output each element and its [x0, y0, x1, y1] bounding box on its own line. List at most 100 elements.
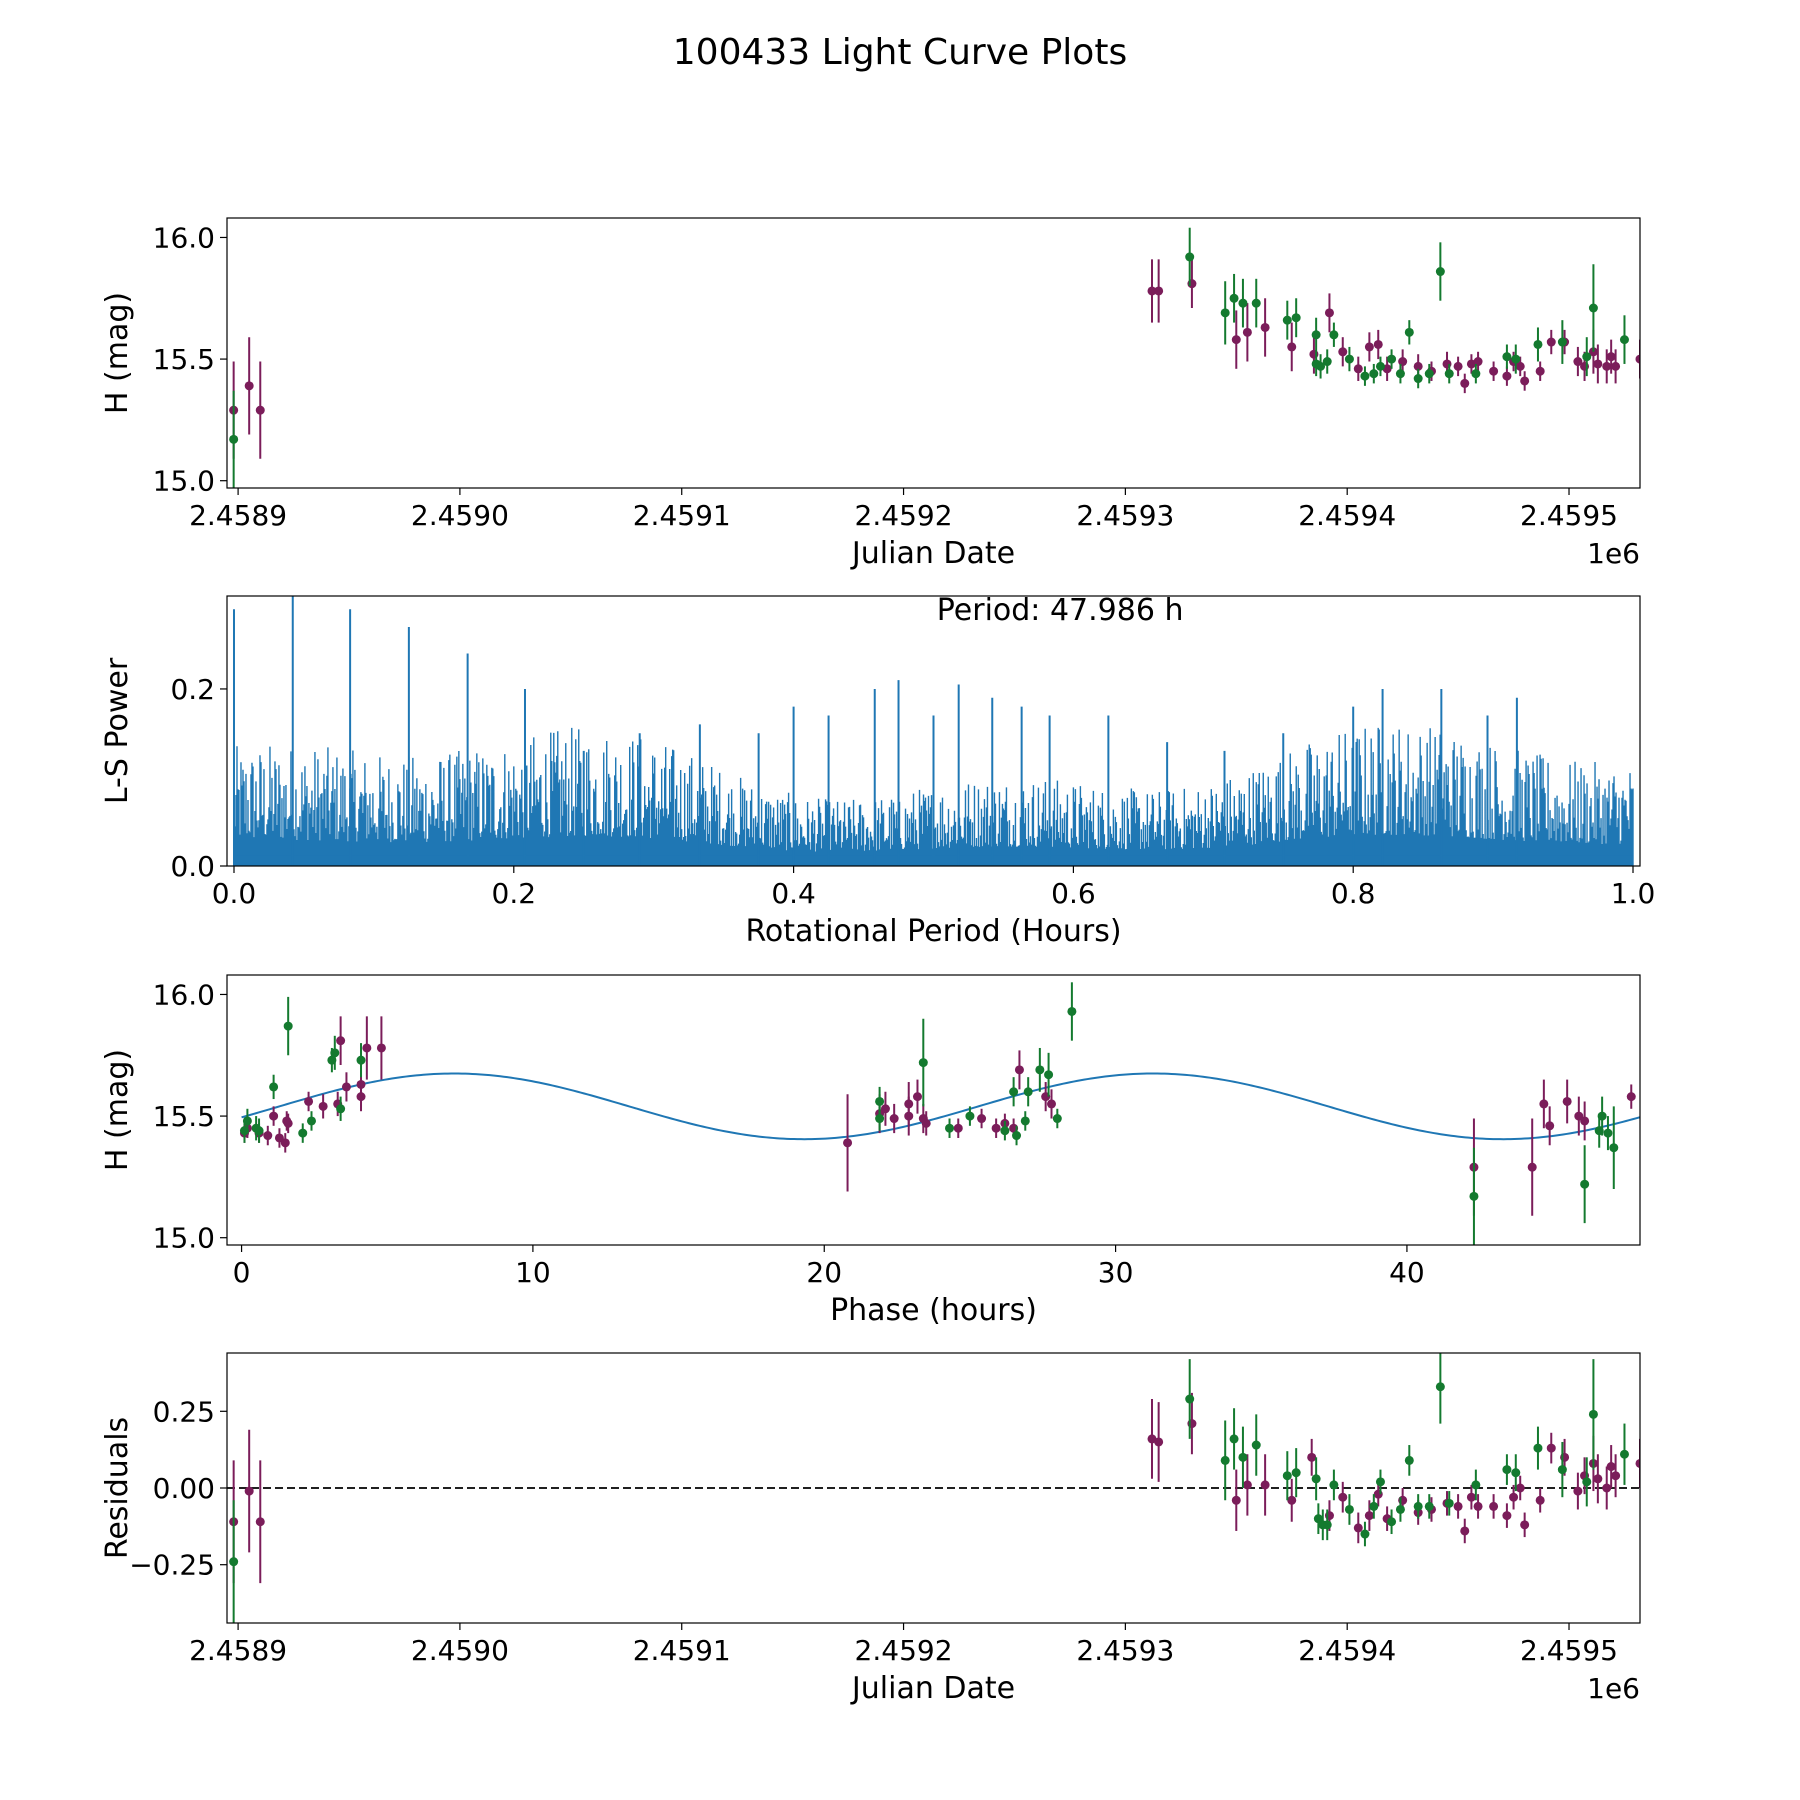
lightcurve-filter_a-point	[1364, 342, 1374, 352]
lightcurve-filter_b-point	[1387, 354, 1397, 364]
lightcurve-filter_b-point	[1471, 369, 1481, 379]
lightcurve-filter_b-point	[1185, 252, 1195, 262]
periodogram-xtick-label: 0.8	[1331, 877, 1376, 910]
periodogram-xlabel: Rotational Period (Hours)	[745, 914, 1121, 949]
residuals-xtick-label: 2.4590	[411, 1634, 509, 1667]
phased-filter_a-point	[1626, 1092, 1636, 1102]
lightcurve-filter_b-point	[1619, 335, 1629, 345]
phased-filter_a-point	[269, 1111, 279, 1121]
phased-filter_b-point	[1023, 1087, 1033, 1097]
lightcurve-filter_a-point	[1573, 357, 1583, 367]
phased-filter_a-point	[376, 1043, 386, 1053]
phased-filter_b-point	[269, 1082, 279, 1092]
residuals-filter_b-point	[1471, 1480, 1481, 1490]
phased-filter_b-point	[1012, 1131, 1022, 1141]
residuals-filter_b-point	[1322, 1520, 1332, 1530]
lightcurve-filter_b-point	[1413, 374, 1423, 384]
phased-frame	[226, 974, 1641, 1246]
phased-filter_a-point	[921, 1118, 931, 1128]
lightcurve-filter_b-point	[1282, 315, 1292, 325]
residuals-xlabel: Julian Date	[850, 1671, 1015, 1706]
period-annotation: Period: 47.986 h	[937, 593, 1184, 628]
residuals-filter_a-point	[244, 1486, 254, 1496]
residuals-filter_b-point	[1444, 1498, 1454, 1508]
phased-filter_b-point	[965, 1111, 975, 1121]
phased-filter_b-point	[1000, 1126, 1010, 1136]
residuals-filter_a-point	[1466, 1492, 1476, 1502]
phased-filter_a-point	[889, 1114, 899, 1124]
lightcurve-filter_b-point	[1229, 293, 1239, 303]
phased-filter_a-point	[280, 1138, 290, 1148]
residuals-filter_a-point	[1520, 1520, 1530, 1530]
lightcurve-filter_b-point	[1533, 339, 1543, 349]
lightcurve-filter_a-point	[1502, 371, 1512, 381]
phased-filter_b-point	[1035, 1065, 1045, 1075]
phased-filter_b-point	[945, 1123, 955, 1133]
residuals-filter_b-point	[1395, 1504, 1405, 1514]
residuals-filter_a-point	[1287, 1495, 1297, 1505]
residuals-xtick-label: 2.4591	[633, 1634, 731, 1667]
residuals-filter_b-point	[1185, 1394, 1195, 1404]
phased-ytick-label: 15.0	[153, 1222, 215, 1255]
lightcurve-filter_a-point	[1324, 308, 1334, 318]
residuals-frame	[226, 1352, 1641, 1624]
lightcurve-ylabel: H (mag)	[100, 292, 135, 414]
phased-filter_b-point	[1020, 1116, 1030, 1126]
lightcurve-filter_a-point	[1611, 361, 1621, 371]
residuals-filter_b-point	[1404, 1455, 1414, 1465]
residuals-filter_b-point	[1619, 1449, 1629, 1459]
lightcurve-filter_b-point	[1251, 298, 1261, 308]
lightcurve-filter_a-point	[1535, 366, 1545, 376]
lightcurve-xtick-label: 2.4590	[411, 499, 509, 532]
residuals-filter_b-point	[1238, 1452, 1248, 1462]
residuals-filter_b-point	[1582, 1477, 1592, 1487]
phased-filter_a-point	[843, 1138, 853, 1148]
residuals-filter_b-point	[1413, 1501, 1423, 1511]
lightcurve-filter_b-point	[1311, 330, 1321, 340]
lightcurve-filter_a-point	[1260, 322, 1270, 332]
phased-filter_a-point	[318, 1101, 328, 1111]
phased-xtick-label: 30	[1098, 1256, 1134, 1289]
residuals-filter_a-point	[1606, 1462, 1616, 1472]
periodogram-ytick-label: 0.2	[170, 673, 215, 706]
phased-filter_a-point	[1539, 1099, 1549, 1109]
lightcurve-xtick-label: 2.4594	[1298, 499, 1396, 532]
periodogram-ytick-label: 0.0	[170, 850, 215, 883]
phased-filter_a-point	[953, 1123, 963, 1133]
phased-filter_a-point	[880, 1104, 890, 1114]
lightcurve-filter_a-point	[1413, 361, 1423, 371]
lightcurve-filter_a-point	[1520, 376, 1530, 386]
phased-filter_b-point	[1597, 1111, 1607, 1121]
lightcurve-filter_a-point	[244, 381, 254, 391]
lightcurve-filter_b-point	[1395, 369, 1405, 379]
residuals-filter_b-point	[1369, 1501, 1379, 1511]
lightcurve-filter_b-point	[1360, 371, 1370, 381]
periodogram-xtick-label: 0.2	[492, 877, 537, 910]
lightcurve-filter_a-point	[1398, 357, 1408, 367]
lightcurve-ytick-label: 15.0	[153, 465, 215, 498]
lightcurve-offset-label: 1e6	[1587, 537, 1640, 570]
lightcurve-filter_a-point	[1242, 327, 1252, 337]
lightcurve-filter_a-point	[1231, 335, 1241, 345]
phased-filter_a-point	[362, 1043, 372, 1053]
residuals-ytick-label: 0.25	[153, 1395, 215, 1428]
periodogram-xtick-label: 0.6	[1051, 877, 1096, 910]
residuals-filter_a-point	[1260, 1480, 1270, 1490]
lightcurve-filter_b-point	[1588, 303, 1598, 313]
residuals-filter_b-point	[1360, 1529, 1370, 1539]
phased-ylabel: H (mag)	[100, 1049, 135, 1171]
residuals-filter_b-point	[1387, 1517, 1397, 1527]
phased-filter_b-point	[1067, 1006, 1077, 1016]
phased-filter_a-point	[341, 1082, 351, 1092]
residuals-filter_a-point	[1473, 1501, 1483, 1511]
lightcurve-filter_a-point	[1460, 378, 1470, 388]
residuals-filter_a-point	[1489, 1501, 1499, 1511]
phased-filter_b-point	[330, 1048, 340, 1058]
lightcurve-filter_b-point	[1344, 354, 1354, 364]
phased-filter_b-point	[875, 1114, 885, 1124]
residuals-filter_a-point	[1307, 1452, 1317, 1462]
lightcurve-xlabel: Julian Date	[850, 536, 1015, 571]
phased-xtick-label: 0	[233, 1256, 251, 1289]
periodogram-xtick-label: 0.4	[771, 877, 816, 910]
lightcurve-filter_a-point	[1635, 354, 1640, 364]
